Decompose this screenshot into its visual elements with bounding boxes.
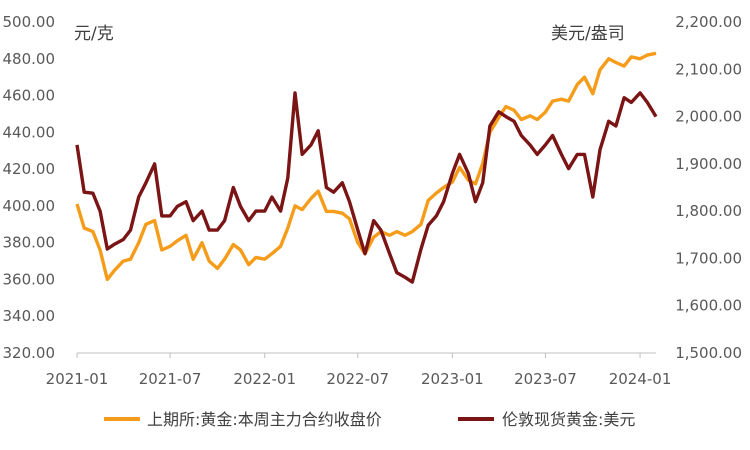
x-tick-label: 2023-01 <box>421 370 484 388</box>
right-unit-label: 美元/盎司 <box>551 24 625 44</box>
x-axis: 2021-01 2021-07 2022-01 2022-07 2023-01 2023-… <box>46 352 672 388</box>
right-tick-label: 1,700.00 <box>675 249 742 267</box>
left-tick-label: 340.00 <box>3 307 56 325</box>
left-tick-label: 360.00 <box>3 270 56 288</box>
left-tick-label: 480.00 <box>3 50 56 68</box>
x-tick-label: 2023-07 <box>514 370 577 388</box>
left-tick-label: 460.00 <box>3 87 56 105</box>
right-tick-label: 1,600.00 <box>675 297 742 315</box>
left-axis-ticks: 320.00 340.00 360.00 380.00 400.00 420.00 440.… <box>3 13 56 362</box>
right-tick-label: 2,000.00 <box>675 108 742 126</box>
series-layer <box>75 51 658 284</box>
legend: 上期所:黄金:本周主力合约收盘价 伦敦现货黄金:美元 <box>104 410 635 429</box>
left-tick-label: 500.00 <box>3 13 56 31</box>
right-axis-ticks: 1,500.00 1,600.00 1,700.00 1,800.00 1,900.00… <box>675 13 742 362</box>
left-unit-label: 元/克 <box>74 24 114 44</box>
left-tick-label: 420.00 <box>3 160 56 178</box>
left-tick-label: 380.00 <box>3 234 56 252</box>
left-tick-label: 320.00 <box>3 344 56 362</box>
left-tick-label: 440.00 <box>3 123 56 141</box>
right-tick-label: 2,200.00 <box>675 13 742 31</box>
series-line-london-gold <box>75 91 658 284</box>
left-tick-label: 400.00 <box>3 197 56 215</box>
right-tick-label: 1,800.00 <box>675 202 742 220</box>
legend-label-shfe-gold: 上期所:黄金:本周主力合约收盘价 <box>147 410 382 429</box>
right-tick-label: 1,900.00 <box>675 155 742 173</box>
x-tick-label: 2022-01 <box>233 370 296 388</box>
legend-label-london-gold: 伦敦现货黄金:美元 <box>502 410 635 429</box>
x-tick-label: 2022-07 <box>326 370 389 388</box>
x-tick-label: 2021-07 <box>139 370 202 388</box>
x-tick-label: 2021-01 <box>46 370 109 388</box>
right-tick-label: 2,100.00 <box>675 60 742 78</box>
right-tick-label: 1,500.00 <box>675 344 742 362</box>
x-tick-label: 2024-01 <box>609 370 672 388</box>
